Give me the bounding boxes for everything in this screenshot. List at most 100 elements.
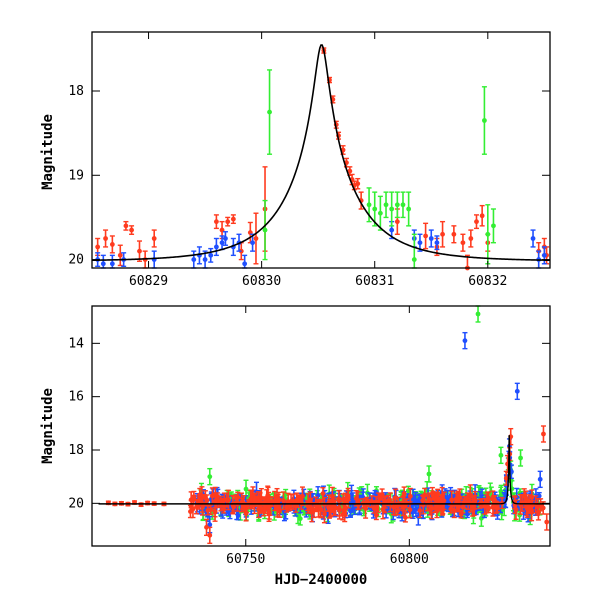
bottom-point-series-0 [138, 502, 144, 508]
top-point-series-0 [151, 229, 157, 248]
bottom-point-series-0 [197, 487, 203, 502]
bottom-panel: 60750 60800 14 16 18 20 Magnitude HJD−2400000 [40, 305, 551, 588]
bottom-point-series-0 [233, 494, 239, 503]
bottom-plot-frame [91, 305, 551, 547]
bottom-point-series-0 [490, 490, 496, 509]
bottom-point-series-2 [518, 449, 524, 467]
bottom-xtick-label: 60800 [390, 552, 429, 567]
bottom-point-series-1 [514, 382, 520, 401]
top-point-series-2 [485, 204, 491, 265]
bottom-point-series-2 [475, 305, 481, 323]
top-ytick-label: 19 [68, 168, 84, 183]
top-xtick-label: 60830 [242, 274, 281, 289]
bottom-point-series-0 [243, 505, 249, 522]
top-point-series-0 [473, 214, 479, 230]
bottom-point-series-0 [281, 491, 287, 511]
top-point-series-2 [262, 199, 268, 261]
bottom-point-series-0 [439, 505, 445, 516]
top-xtick-label: 60832 [468, 274, 507, 289]
top-point-series-1 [222, 231, 228, 246]
top-plot-frame [91, 31, 551, 269]
bottom-y-axis-label: Magnitude [40, 388, 56, 464]
bottom-point-series-0 [194, 498, 200, 515]
bottom-point-series-1 [462, 331, 468, 350]
bottom-point-series-0 [212, 486, 218, 502]
top-point-series-1 [242, 254, 248, 269]
top-point-series-0 [136, 240, 142, 262]
bottom-point-series-0 [371, 502, 377, 514]
bottom-point-series-0 [436, 494, 442, 504]
top-point-series-2 [490, 208, 496, 244]
top-point-series-1 [196, 246, 202, 265]
top-data-points [95, 47, 550, 271]
bottom-point-series-0 [544, 513, 550, 531]
bottom-point-series-0 [402, 512, 408, 523]
top-ytick-label: 18 [68, 84, 84, 99]
top-panel: 60829 60830 60831 60832 18 19 20 Magnitude [40, 31, 551, 289]
bottom-ytick-label: 16 [68, 390, 84, 405]
bottom-point-series-0 [540, 425, 546, 443]
bottom-point-series-0 [187, 504, 193, 519]
bottom-point-series-0 [453, 492, 459, 506]
top-point-series-2 [377, 195, 383, 231]
bottom-point-series-0 [333, 499, 339, 517]
top-y-axis-label: Magnitude [40, 114, 56, 190]
top-model-curve [91, 44, 551, 262]
bottom-point-series-1 [537, 470, 543, 489]
top-point-series-1 [213, 237, 219, 257]
top-point-series-0 [451, 225, 457, 244]
top-point-series-1 [151, 250, 157, 269]
bottom-axis-ticks: 60750 60800 14 16 18 20 [68, 306, 550, 567]
top-point-series-0 [123, 220, 129, 231]
top-point-series-1 [530, 229, 536, 248]
top-point-series-0 [358, 191, 364, 210]
top-point-series-1 [191, 250, 197, 269]
top-point-series-2 [394, 191, 400, 219]
bottom-point-series-0 [207, 526, 213, 545]
bottom-point-series-2 [498, 446, 504, 465]
bottom-point-series-2 [426, 465, 432, 483]
top-point-series-1 [434, 235, 440, 251]
top-ytick-label: 20 [68, 253, 84, 268]
bottom-point-series-0 [145, 500, 151, 506]
top-point-series-0 [213, 214, 219, 230]
bottom-x-axis-label: HJD−2400000 [275, 572, 368, 588]
top-point-series-1 [428, 229, 434, 248]
top-point-series-2 [389, 191, 395, 227]
top-point-series-0 [103, 229, 109, 248]
bottom-point-series-0 [294, 492, 300, 509]
top-xtick-label: 60829 [129, 274, 168, 289]
top-point-series-1 [208, 247, 214, 263]
bottom-point-series-0 [380, 499, 386, 520]
top-point-series-2 [267, 69, 273, 155]
top-point-series-0 [468, 229, 474, 248]
top-point-series-0 [253, 212, 259, 265]
bottom-point-series-0 [340, 508, 346, 521]
bottom-ytick-label: 14 [68, 336, 84, 351]
top-point-series-0 [440, 220, 446, 248]
top-point-series-0 [117, 244, 123, 267]
top-point-series-0 [109, 235, 115, 254]
top-point-series-0 [423, 222, 429, 250]
top-point-series-2 [372, 191, 378, 227]
top-point-series-1 [541, 246, 547, 265]
top-point-series-0 [479, 204, 485, 227]
top-point-series-2 [406, 191, 412, 227]
top-point-series-1 [100, 254, 106, 269]
bottom-point-series-0 [299, 486, 305, 507]
bottom-model-curve [98, 435, 550, 505]
top-axis-ticks: 60829 60830 60831 60832 18 19 20 [68, 32, 550, 289]
bottom-data-points [105, 305, 550, 545]
bottom-ytick-label: 18 [68, 443, 84, 458]
bottom-point-series-0 [200, 497, 206, 516]
top-xtick-label: 60831 [355, 274, 394, 289]
bottom-point-series-2 [207, 467, 213, 486]
bottom-xtick-label: 60750 [226, 552, 265, 567]
top-point-series-0 [355, 177, 361, 190]
top-point-series-0 [230, 214, 236, 225]
top-point-series-0 [460, 233, 466, 252]
bottom-point-series-0 [266, 504, 272, 520]
top-point-series-0 [129, 225, 135, 235]
bottom-point-series-0 [224, 492, 230, 508]
